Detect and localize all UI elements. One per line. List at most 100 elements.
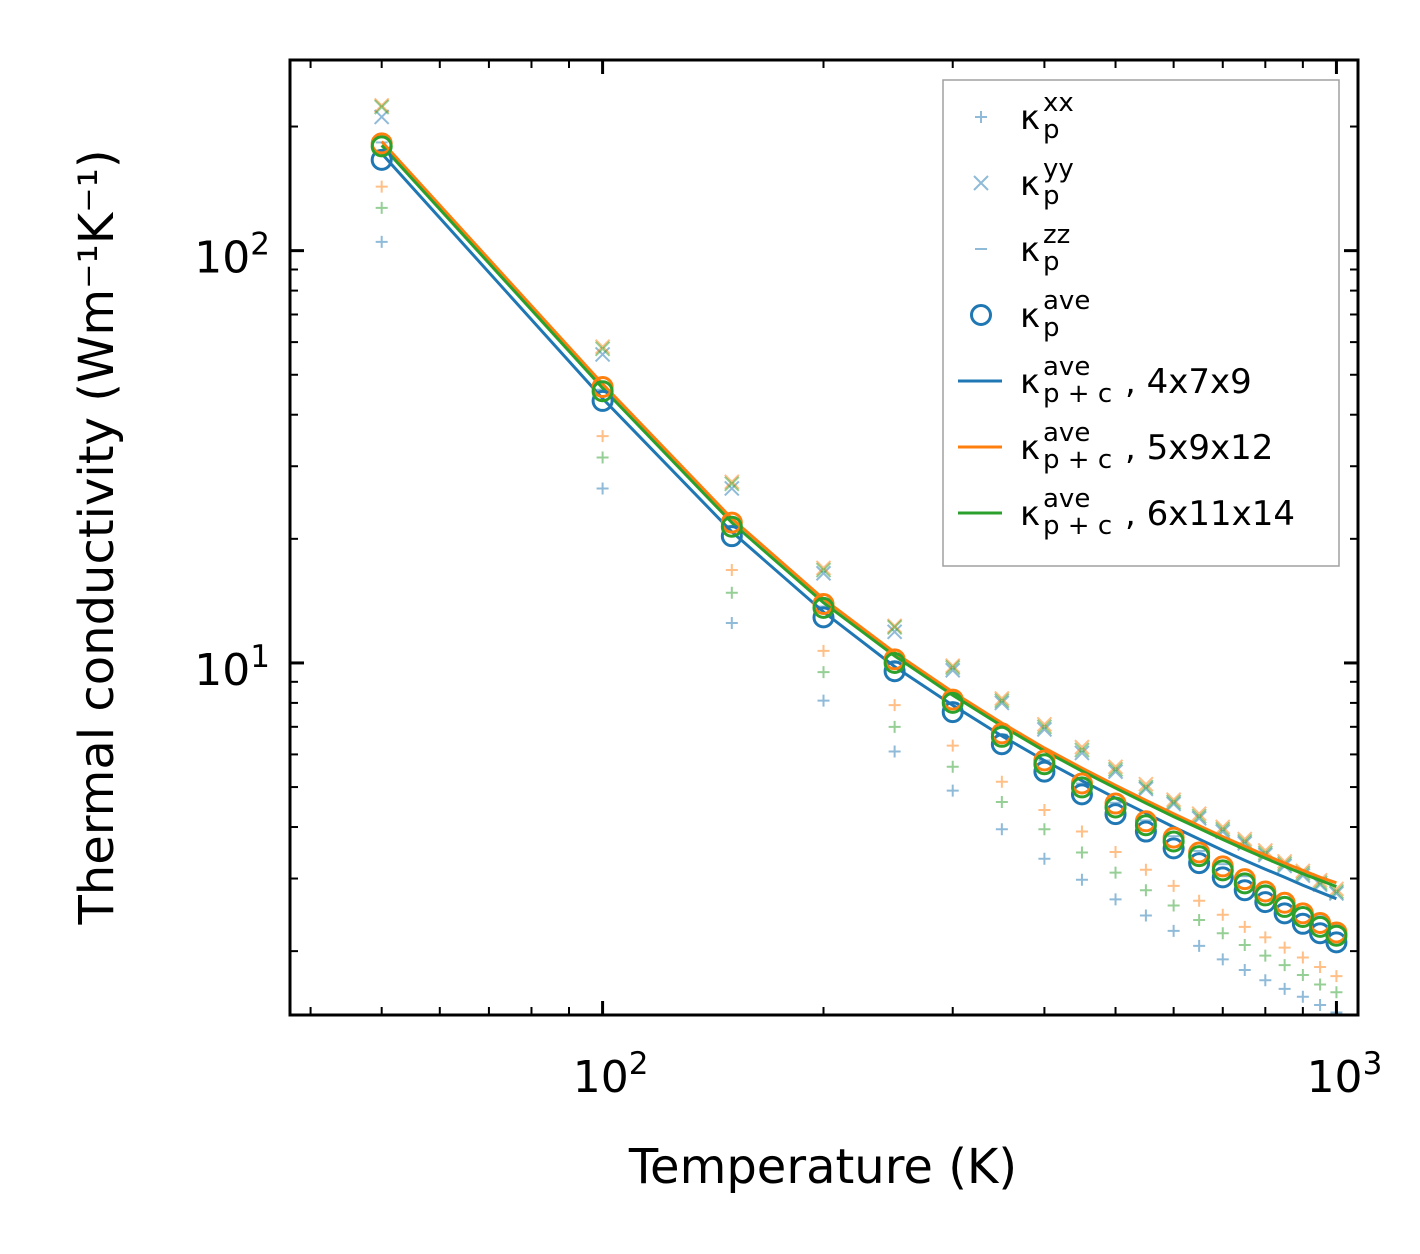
data-point-kappa-p-ave-4x7x9: [883, 660, 906, 683]
data-point-kappa-p-xx-6x11x14: [1314, 978, 1327, 991]
data-point-kappa-p-xx-4x7x9: [1075, 873, 1088, 886]
data-point-kappa-p-yy-5x9x12: [724, 474, 740, 490]
data-point-kappa-p-xx-4x7x9: [1296, 990, 1309, 1003]
data-point-kappa-p-ave-4x7x9: [941, 701, 964, 724]
y-tick-label: 101: [194, 639, 270, 696]
data-point-kappa-p-yy-5x9x12: [994, 690, 1010, 707]
data-point-kappa-p-yy-4x7x9: [886, 624, 903, 640]
data-point-kappa-p-ave-4x7x9: [1104, 803, 1127, 826]
data-point-kappa-p-xx-4x7x9: [1238, 964, 1251, 976]
data-point-kappa-p-xx-5x9x12: [1278, 941, 1291, 954]
data-point-kappa-p-yy-4x7x9: [1036, 721, 1053, 738]
data-point-kappa-p-yy-6x11x14: [1074, 742, 1090, 758]
data-point-kappa-p-ave-6x11x14: [370, 135, 393, 158]
data-point-kappa-p-xx-5x9x12: [1314, 961, 1327, 974]
data-point-kappa-p-xx-6x11x14: [888, 720, 901, 733]
data-point-kappa-p-xx-5x9x12: [596, 430, 609, 443]
data-point-kappa-p-yy-5x9x12: [594, 338, 611, 355]
data-point-kappa-p-xx-6x11x14: [1296, 969, 1309, 982]
data-point-kappa-p-ave-6x11x14: [1134, 814, 1157, 837]
data-point-kappa-p-yy-6x11x14: [1138, 779, 1154, 795]
data-point-kappa-p-yy-5x9x12: [1191, 805, 1207, 822]
legend-label: κ ave p: [1020, 286, 1090, 343]
data-point-kappa-p-xx-4x7x9: [1109, 893, 1122, 906]
legend-entry: κ ave p + c, 4x7x9: [958, 352, 1252, 409]
legend-entry: κ zz p: [975, 220, 1070, 277]
data-point-kappa-p-yy-5x9x12: [373, 97, 390, 114]
data-point-kappa-p-xx-5x9x12: [1109, 845, 1122, 858]
data-point-kappa-p-xx-5x9x12: [888, 699, 901, 712]
legend-entry: κ yy p: [973, 154, 1074, 211]
data-point-kappa-p-ave-4x7x9: [1162, 837, 1185, 860]
data-point-kappa-p-xx-5x9x12: [1139, 863, 1152, 876]
x-tick-label: 103: [1307, 1046, 1383, 1103]
data-point-kappa-p-ave-6x11x14: [1162, 830, 1185, 853]
data-point-kappa-p-xx-5x9x12: [1167, 879, 1180, 892]
data-point-kappa-p-yy-6x11x14: [373, 99, 390, 115]
y-axis-title: Thermal conductivity (Wm⁻¹K⁻¹): [69, 149, 125, 925]
data-point-kappa-p-ave-6x11x14: [1233, 872, 1256, 895]
data-point-kappa-p-xx-4x7x9: [596, 482, 609, 495]
x-axis-title: Temperature (K): [628, 1139, 1017, 1195]
data-point-kappa-p-xx-6x11x14: [946, 760, 959, 773]
data-point-kappa-p-ave-4x7x9: [1070, 783, 1093, 806]
series-line-kappa-p-c-ave-6x11x14: [380, 144, 1337, 888]
data-point-kappa-p-xx-6x11x14: [1238, 938, 1251, 951]
data-point-kappa-p-yy-6x11x14: [1165, 794, 1182, 810]
data-point-kappa-p-ave-4x7x9: [591, 389, 614, 412]
data-point-kappa-p-ave-4x7x9: [1233, 879, 1256, 902]
data-point-kappa-p-yy-4x7x9: [1107, 763, 1124, 780]
data-point-kappa-p-yy-5x9x12: [1215, 819, 1231, 835]
legend-entry: κ xx p: [975, 88, 1074, 145]
data-point-kappa-p-ave-6x11x14: [990, 725, 1013, 748]
data-point-kappa-p-ave-6x11x14: [1309, 915, 1332, 938]
data-point-kappa-p-ave-6x11x14: [720, 515, 743, 538]
data-point-kappa-p-yy-6x11x14: [1107, 761, 1124, 778]
data-point-kappa-p-xx-6x11x14: [725, 586, 738, 599]
legend-box: [942, 79, 1340, 567]
data-point-kappa-p-xx-5x9x12: [1296, 951, 1309, 964]
data-point-kappa-p-yy-6x11x14: [886, 619, 903, 636]
data-point-kappa-p-xx-4x7x9: [1038, 852, 1051, 865]
data-point-kappa-p-xx-6x11x14: [1330, 986, 1343, 999]
data-point-kappa-p-ave-4x7x9: [720, 525, 743, 548]
series-kappa-p-xx-4x7x9: [375, 235, 1343, 1015]
data-point-kappa-p-xx-6x11x14: [1216, 927, 1229, 940]
data-point-kappa-p-ave-6x11x14: [812, 596, 835, 619]
data-point-kappa-p-xx-5x9x12: [1216, 908, 1229, 921]
data-point-kappa-p-ave-6x11x14: [1211, 859, 1234, 882]
data-point-kappa-p-xx-4x7x9: [1167, 924, 1180, 937]
data-point-kappa-p-xx-5x9x12: [725, 564, 738, 577]
data-point-kappa-p-xx-6x11x14: [375, 201, 388, 214]
data-point-kappa-p-xx-4x7x9: [1216, 953, 1229, 966]
data-point-kappa-p-yy-5x9x12: [1036, 716, 1053, 732]
data-point-kappa-p-xx-4x7x9: [995, 823, 1008, 836]
legend-entry: κ ave p + c, 6x11x14: [958, 484, 1295, 541]
data-point-kappa-p-ave-4x7x9: [370, 148, 393, 171]
data-point-kappa-p-ave-6x11x14: [591, 380, 614, 403]
data-point-kappa-p-xx-6x11x14: [1038, 823, 1051, 836]
data-point-kappa-p-xx-5x9x12: [1330, 970, 1343, 983]
data-point-kappa-p-yy-6x11x14: [994, 692, 1010, 709]
legend-label: κ zz p: [1020, 220, 1070, 277]
data-point-kappa-p-yy-4x7x9: [1074, 745, 1090, 761]
data-point-kappa-p-ave-6x11x14: [1273, 895, 1296, 918]
data-point-kappa-p-yy-6x11x14: [945, 659, 961, 676]
series-kappa-p-yy-5x9x12: [373, 97, 1345, 897]
data-point-kappa-p-yy-4x7x9: [945, 662, 961, 678]
series-kappa-p-c-ave-4x7x9: [380, 152, 1337, 901]
legend-entry: κ ave p: [970, 286, 1090, 343]
data-point-kappa-p-xx-4x7x9: [817, 694, 830, 707]
axes: 102 103 101 102: [194, 58, 1383, 1103]
data-point-kappa-p-xx-6x11x14: [596, 451, 609, 464]
data-point-kappa-p-xx-6x11x14: [1139, 884, 1152, 897]
data-point-kappa-p-xx-5x9x12: [1193, 894, 1206, 907]
data-point-kappa-p-ave-6x11x14: [1188, 845, 1211, 868]
data-point-kappa-p-ave-6x11x14: [1254, 884, 1277, 907]
data-point-kappa-p-yy-4x7x9: [724, 480, 740, 497]
data-point-kappa-p-xx-5x9x12: [1259, 931, 1272, 944]
data-point-kappa-p-ave-6x11x14: [941, 691, 964, 714]
data-point-kappa-p-ave-4x7x9: [1309, 922, 1332, 945]
data-point-kappa-p-xx-5x9x12: [1038, 803, 1051, 816]
